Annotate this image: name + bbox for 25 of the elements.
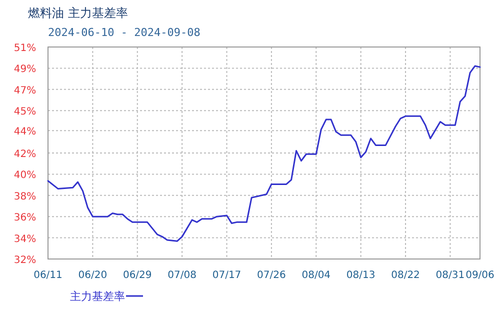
ytick: 47% — [14, 85, 36, 96]
ytick: 34% — [14, 234, 36, 245]
legend-label: 主力基差率 — [70, 290, 125, 303]
xtick: 06/29 — [122, 270, 152, 281]
xtick: 07/17 — [212, 270, 242, 281]
ytick: 45% — [14, 106, 36, 118]
ytick: 40% — [14, 170, 36, 182]
xtick: 08/04 — [302, 270, 331, 281]
xtick: 08/22 — [391, 270, 420, 281]
xtick: 07/26 — [257, 270, 286, 281]
xtick: 06/11 — [34, 270, 62, 281]
ytick: 38% — [14, 191, 36, 202]
ytick: 36% — [14, 212, 36, 224]
xtick: 06/20 — [78, 270, 108, 281]
xtick: 07/08 — [168, 270, 196, 281]
ytick: 32% — [14, 255, 36, 266]
subtitle: 2024-06-10 - 2024-09-08 — [48, 26, 200, 39]
ytick: 51% — [14, 43, 36, 54]
ytick: 49% — [14, 64, 36, 76]
ytick: 44% — [14, 126, 36, 138]
ytick: 42% — [14, 149, 36, 160]
title: 燃料油 主力基差率 — [28, 6, 128, 20]
xtick: 09/06 — [466, 270, 494, 281]
xtick: 08/13 — [346, 270, 376, 281]
xtick: 08/31 — [436, 270, 465, 281]
